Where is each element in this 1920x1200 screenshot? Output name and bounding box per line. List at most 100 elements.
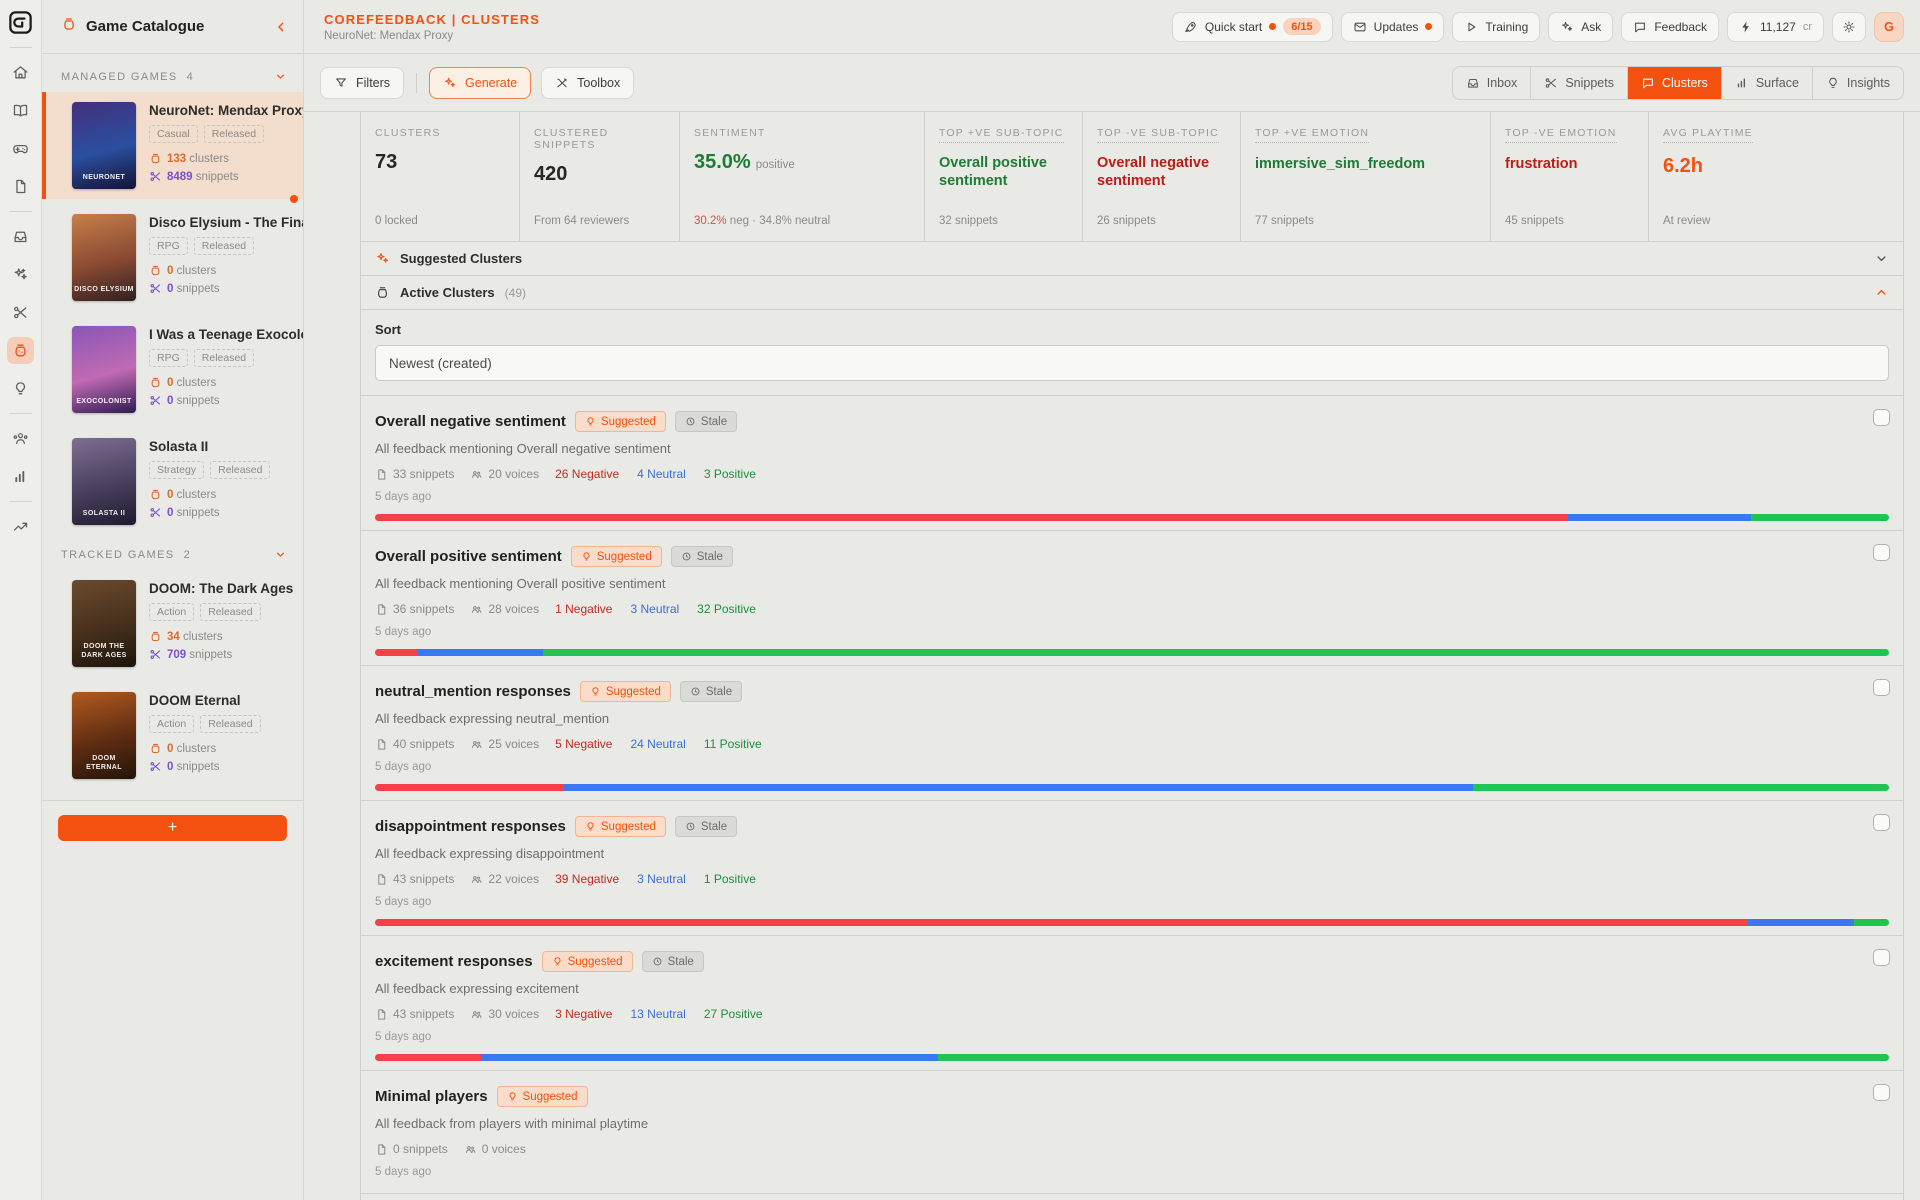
stat-column: AVG PLAYTIME 6.2h At review xyxy=(1648,112,1903,241)
game-clusters-meta: 0 clusters xyxy=(149,488,270,501)
home-icon[interactable] xyxy=(7,59,34,86)
sidebar-section-header[interactable]: TRACKED GAMES 2 xyxy=(42,540,303,570)
cluster-meta: 36 snippets 28 voices 1 Negative 3 Neutr… xyxy=(375,602,1889,616)
game-card[interactable]: SOLASTA II Solasta II Strategy Released 0… xyxy=(42,428,303,535)
bar-chart-icon xyxy=(1737,78,1745,87)
cluster-neutral-count: 3 Neutral xyxy=(637,872,686,886)
scissors-icon xyxy=(150,284,161,293)
icon-rail xyxy=(0,0,42,1200)
updates-button[interactable]: Updates xyxy=(1340,11,1445,42)
cluster-card[interactable]: Overall positive sentiment Suggested Sta… xyxy=(361,531,1903,666)
cluster-card[interactable]: Minimal players Suggested All feedback f… xyxy=(361,1071,1903,1194)
cluster-meta: 43 snippets 30 voices 3 Negative 13 Neut… xyxy=(375,1007,1889,1021)
sentiment-bar-negative xyxy=(375,514,1568,521)
tab-surface[interactable]: Surface xyxy=(1720,66,1812,99)
suggested-clusters-header[interactable]: Suggested Clusters xyxy=(361,242,1903,276)
game-clusters-meta: 133 clusters xyxy=(149,152,291,165)
cluster-snippets-text: 43 snippets xyxy=(393,1007,455,1021)
tab-snippets[interactable]: Snippets xyxy=(1530,66,1627,99)
sidebar-footer: + xyxy=(42,800,303,859)
generate-button[interactable]: Generate xyxy=(429,66,532,99)
credits-button[interactable]: 11,127 cr xyxy=(1727,11,1824,42)
rocket-icon xyxy=(1185,21,1196,32)
training-label: Training xyxy=(1485,19,1529,34)
user-avatar[interactable]: G xyxy=(1874,11,1904,42)
cluster-checkbox[interactable] xyxy=(1873,409,1890,426)
game-info: Disco Elysium - The Final Cut RPG Release… xyxy=(149,214,303,301)
theme-toggle-button[interactable] xyxy=(1832,11,1866,42)
cluster-positive-count: 11 Positive xyxy=(703,737,762,751)
cluster-card[interactable]: Overall negative sentiment Suggested Sta… xyxy=(361,396,1903,531)
tab-clusters[interactable]: Clusters xyxy=(1626,66,1721,99)
training-button[interactable]: Training xyxy=(1452,11,1541,42)
stat-column: TOP +VE SUB-TOPIC Overall positive senti… xyxy=(924,112,1082,241)
community-icon[interactable] xyxy=(7,425,34,452)
trending-up-icon[interactable] xyxy=(7,513,34,540)
cluster-card[interactable]: Suggested Stale xyxy=(361,1194,1903,1200)
stat-value: 6.2h xyxy=(1663,155,1704,177)
cluster-title: Overall negative sentiment xyxy=(375,413,566,430)
cluster-age: 5 days ago xyxy=(375,761,432,773)
add-game-button[interactable]: + xyxy=(58,815,287,841)
voices-people-icon xyxy=(472,605,482,613)
game-snippets-meta: 0 snippets xyxy=(149,506,270,519)
collapse-sidebar-icon[interactable] xyxy=(273,19,289,35)
toolbox-button[interactable]: Toolbox xyxy=(541,66,635,99)
cluster-description: All feedback expressing excitement xyxy=(375,981,579,996)
ask-button[interactable]: Ask xyxy=(1548,11,1614,42)
sentiment-bar-positive xyxy=(1472,784,1889,791)
game-snippets-count: 0 xyxy=(167,506,174,519)
game-card[interactable]: DOOM THE DARK AGES DOOM: The Dark Ages A… xyxy=(42,570,303,677)
game-title: NeuroNet: Mendax Proxy xyxy=(149,103,303,118)
game-tags: Action Released xyxy=(149,715,261,733)
game-snippets-suffix: snippets xyxy=(176,506,220,519)
document-icon[interactable] xyxy=(7,173,34,200)
game-card[interactable]: EXOCOLONIST I Was a Teenage Exocolonist … xyxy=(42,316,303,423)
filters-button[interactable]: Filters xyxy=(320,66,405,99)
cluster-card[interactable]: excitement responses Suggested Stale All… xyxy=(361,936,1903,1071)
game-tag: Released xyxy=(210,461,271,479)
scissors-icon[interactable] xyxy=(7,299,34,326)
credits-unit: cr xyxy=(1802,20,1812,33)
app-logo-icon[interactable] xyxy=(7,9,34,36)
inbox-icon[interactable] xyxy=(7,223,34,250)
quick-start-button[interactable]: Quick start 6/15 xyxy=(1171,11,1333,42)
cluster-checkbox[interactable] xyxy=(1873,544,1890,561)
cluster-card[interactable]: neutral_mention responses Suggested Stal… xyxy=(361,666,1903,801)
active-clusters-header[interactable]: Active Clusters (49) xyxy=(361,276,1903,310)
sidebar-header: Game Catalogue xyxy=(42,0,303,54)
updates-label: Updates xyxy=(1373,19,1419,34)
cluster-neutral-count: 4 Neutral xyxy=(637,467,686,481)
lightbulb-icon[interactable] xyxy=(7,375,34,402)
cluster-meta: 43 snippets 22 voices 39 Negative 3 Neut… xyxy=(375,872,1889,886)
cluster-checkbox[interactable] xyxy=(1873,949,1890,966)
cluster-card[interactable]: disappointment responses Suggested Stale… xyxy=(361,801,1903,936)
feedback-button[interactable]: Feedback xyxy=(1621,11,1720,42)
gamepad-icon[interactable] xyxy=(7,135,34,162)
sentiment-bar-neutral xyxy=(1748,919,1854,926)
game-cover: DOOM ETERNAL xyxy=(72,692,136,779)
tab-inbox[interactable]: Inbox xyxy=(1453,67,1531,99)
tab-insights[interactable]: Insights xyxy=(1811,66,1903,99)
clusters-icon[interactable] xyxy=(7,337,34,364)
cluster-checkbox[interactable] xyxy=(1873,679,1890,696)
game-clusters-meta: 0 clusters xyxy=(149,376,291,389)
game-card[interactable]: DOOM ETERNAL DOOM Eternal Action Released… xyxy=(42,682,303,789)
stat-column: CLUSTERED SNIPPETS 420 From 64 reviewers xyxy=(519,112,679,241)
game-card[interactable]: NEURONET NeuroNet: Mendax Proxy Casual Re… xyxy=(42,92,303,203)
game-info: DOOM Eternal Action Released 0 clusters 0… xyxy=(149,692,261,779)
library-book-icon[interactable] xyxy=(7,97,34,124)
chevron-up-icon xyxy=(1874,285,1889,300)
sparkles-icon[interactable] xyxy=(7,261,34,288)
game-clusters-count: 0 xyxy=(167,488,174,501)
sort-select[interactable]: Newest (created) xyxy=(375,345,1889,381)
bar-chart-icon[interactable] xyxy=(7,463,34,490)
cluster-checkbox[interactable] xyxy=(1873,1084,1890,1101)
sidebar-section-header[interactable]: MANAGED GAMES 4 xyxy=(42,62,303,92)
game-card[interactable]: DISCO ELYSIUM Disco Elysium - The Final … xyxy=(42,204,303,311)
suggested-badge-label: Suggested xyxy=(596,550,652,563)
stat-column: TOP -VE SUB-TOPIC Overall negative senti… xyxy=(1082,112,1240,241)
sentiment-bar-positive xyxy=(938,1054,1889,1061)
document-icon xyxy=(378,1008,386,1020)
cluster-checkbox[interactable] xyxy=(1873,814,1890,831)
